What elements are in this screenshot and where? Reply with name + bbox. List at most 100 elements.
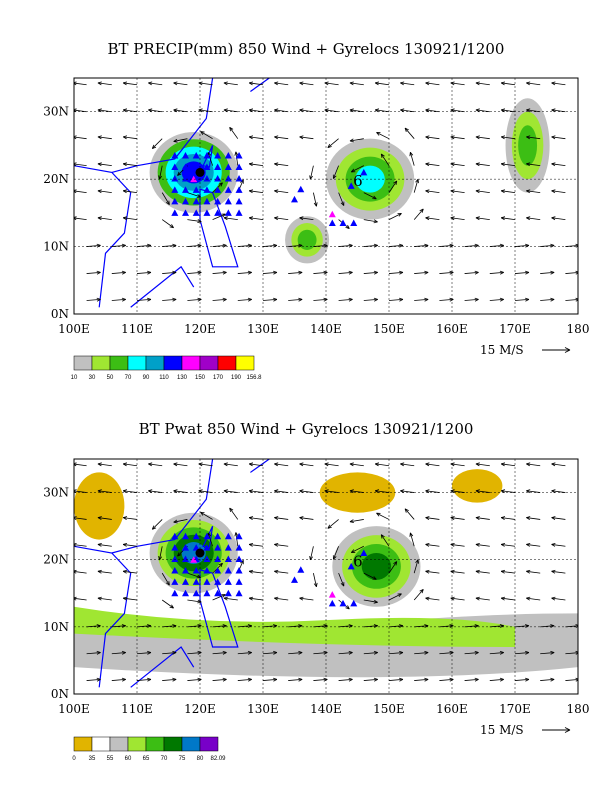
gyre-location-marker <box>203 209 211 216</box>
wind-vector <box>388 593 402 601</box>
wind-arrowhead <box>122 542 128 547</box>
wind-arrowhead <box>97 216 102 221</box>
gyre-location-marker <box>235 566 243 574</box>
colorbar-label: 35 <box>89 756 96 762</box>
wind-vector <box>514 271 529 274</box>
wind-arrowhead <box>424 270 429 275</box>
wind-arrowhead <box>373 297 378 302</box>
wind-vector <box>475 463 490 467</box>
typhoon-center-marker <box>195 167 205 177</box>
wind-arrowhead <box>122 569 128 574</box>
gyre-location-marker <box>182 197 190 205</box>
wind-arrowhead <box>274 189 279 194</box>
wind-vector <box>375 490 390 493</box>
wind-arrowhead <box>500 462 506 467</box>
wind-arrowhead <box>274 462 279 467</box>
wind-vector <box>274 463 289 467</box>
wind-vector <box>74 109 87 113</box>
wind-vector <box>249 82 264 86</box>
wind-vector <box>526 597 541 601</box>
colorbar-label: 90 <box>143 375 150 381</box>
wind-vector <box>212 679 227 681</box>
wind-vector <box>223 217 238 220</box>
wind-vector <box>274 597 289 601</box>
wind-arrowhead <box>299 462 304 467</box>
wind-arrowhead <box>248 162 254 167</box>
wind-vector <box>338 192 345 206</box>
wind-arrowhead <box>223 462 228 467</box>
wind-vector <box>475 82 490 86</box>
wind-arrowhead <box>551 569 556 574</box>
wind-arrowhead <box>550 243 555 248</box>
wind-vector <box>338 625 353 628</box>
y-tick-label: 20N <box>43 553 69 567</box>
wind-vector <box>299 109 314 113</box>
x-tick-label: 170E <box>499 322 531 336</box>
wind-arrowhead <box>324 81 329 86</box>
wind-arrowhead <box>450 462 455 467</box>
wind-vector <box>249 163 264 167</box>
wind-vector <box>74 163 87 167</box>
colorbar-label: 70 <box>125 375 132 381</box>
wind-arrowhead <box>222 624 227 628</box>
wind-vector <box>162 271 177 274</box>
gyre-location-marker <box>214 163 222 171</box>
wind-vector <box>439 298 454 301</box>
wind-vector <box>173 138 188 142</box>
wind-arrowhead <box>274 489 279 494</box>
gyre-location-marker <box>192 163 200 171</box>
wind-arrowhead <box>551 516 556 520</box>
wind-vector <box>551 517 566 520</box>
y-tick-label: 20N <box>43 172 69 186</box>
field-layer: 6 <box>74 78 578 308</box>
wind-vector <box>187 679 202 681</box>
wind-vector <box>249 517 264 520</box>
gyre-location-marker <box>291 195 298 203</box>
wind-arrowhead <box>298 243 303 248</box>
grid-layer <box>74 78 578 314</box>
wind-vector <box>235 151 239 166</box>
wind-arrowhead <box>248 216 254 221</box>
wind-arrowhead <box>373 219 378 224</box>
wind-vector <box>327 138 339 148</box>
wind-vector <box>333 546 339 560</box>
wind-arrowhead <box>96 677 101 682</box>
wind-vector <box>237 298 252 301</box>
colorbar-swatch <box>163 355 183 371</box>
wind-vector <box>237 679 252 681</box>
wind-arrowhead <box>450 489 455 494</box>
wind-arrowhead <box>348 270 353 275</box>
wind-vector <box>74 597 87 601</box>
wind-vector <box>375 82 390 86</box>
colorbar-label: 55 <box>107 756 114 762</box>
wind-arrowhead <box>419 589 424 594</box>
wind-vector <box>97 82 112 86</box>
wind-vector <box>274 544 289 547</box>
typhoon-symbol: 6 <box>353 172 363 190</box>
wind-arrowhead <box>274 542 279 547</box>
gyre-location-marker <box>328 210 336 218</box>
wind-vector <box>123 490 138 493</box>
wind-arrowhead <box>122 596 128 601</box>
wind-vector <box>187 599 202 603</box>
wind-vector <box>450 490 465 493</box>
wind-vector <box>551 463 566 467</box>
gyre-location-marker <box>192 589 200 597</box>
wind-arrowhead <box>274 135 279 140</box>
colorbar-label: 110 <box>159 375 169 381</box>
wind-arrowhead <box>425 596 430 601</box>
wind-arrowhead <box>450 542 455 547</box>
wind-arrowhead <box>298 677 303 682</box>
wind-vector <box>526 136 541 140</box>
wind-vector <box>565 652 578 655</box>
wind-arrowhead <box>274 108 279 113</box>
wind-arrowhead <box>151 144 157 149</box>
wind-vector <box>526 490 541 493</box>
wind-vector <box>400 82 415 86</box>
wind-arrowhead <box>273 297 278 302</box>
gyre-location-marker <box>224 555 232 563</box>
wind-arrowhead <box>525 650 530 655</box>
wind-arrowhead <box>172 677 177 682</box>
wind-arrowhead <box>373 677 378 682</box>
gyre-location-marker <box>350 599 358 607</box>
